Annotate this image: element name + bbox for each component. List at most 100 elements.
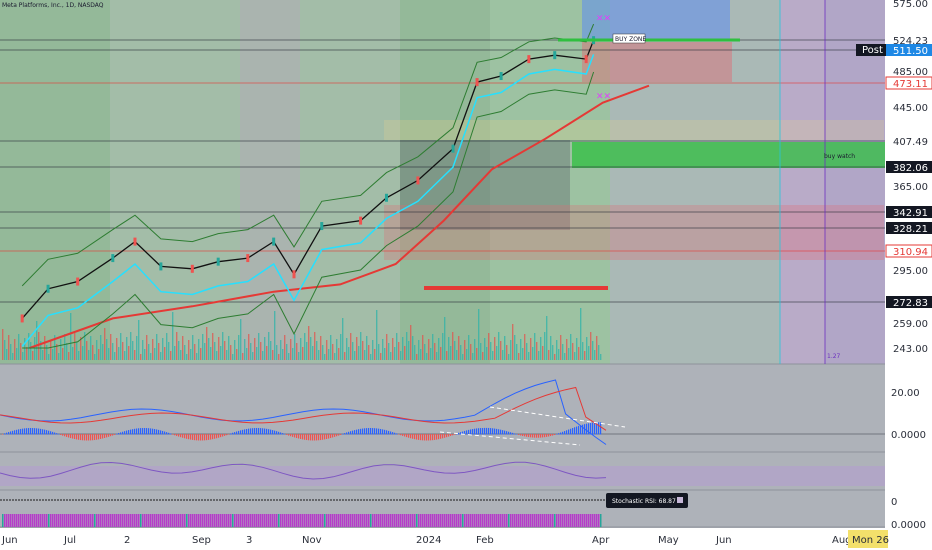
macd-histogram-bar	[390, 431, 392, 435]
stochastic-bar	[90, 514, 92, 527]
stochastic-bar	[200, 514, 202, 527]
volume-bar	[534, 333, 536, 360]
stochastic-bar	[524, 514, 526, 527]
macd-histogram-bar	[472, 429, 474, 435]
volume-bar	[72, 347, 74, 360]
volume-bar	[560, 335, 562, 360]
stochastic-bar	[548, 514, 550, 527]
stochastic-bar	[546, 514, 548, 527]
stochastic-bar	[588, 514, 590, 527]
time-axis[interactable]	[0, 528, 932, 550]
stochastic-bar	[126, 514, 128, 527]
stochastic-bar	[8, 514, 10, 527]
macd-histogram-bar	[128, 430, 130, 435]
stochastic-bar	[220, 514, 222, 527]
volume-bar	[594, 350, 596, 360]
volume-bar	[444, 317, 446, 360]
volume-bar	[250, 343, 252, 360]
volume-bar	[184, 345, 186, 360]
stochastic-bar	[78, 514, 80, 527]
volume-bar	[340, 334, 342, 360]
volume-bar	[320, 336, 322, 360]
volume-bar	[346, 338, 348, 360]
stochastic-bar	[358, 514, 360, 527]
macd-histogram-bar	[524, 434, 526, 437]
stochastic-bar	[332, 514, 334, 527]
volume-bar	[22, 352, 24, 360]
volume-bar	[462, 354, 464, 360]
macd-histogram-bar	[94, 434, 96, 441]
stochastic-bar	[484, 514, 486, 527]
stochastic-bar	[242, 514, 244, 527]
macd-histogram-bar	[308, 434, 310, 441]
stochastic-bar	[270, 514, 272, 527]
volume-bar	[392, 338, 394, 360]
stochastic-bar	[148, 514, 150, 527]
macd-histogram-bar	[580, 425, 582, 435]
volume-bar	[376, 310, 378, 360]
stochastic-bar	[370, 514, 372, 527]
volume-bar	[54, 335, 56, 360]
volume-bar	[8, 335, 10, 360]
macd-histogram-bar	[198, 434, 200, 441]
volume-bar	[102, 344, 104, 360]
level-badge-label: 342.91	[893, 208, 928, 219]
stochastic-bar	[390, 514, 392, 527]
volume-bar	[42, 350, 44, 360]
volume-bar	[532, 347, 534, 360]
background-band	[780, 0, 825, 364]
stochastic-bar	[32, 514, 34, 527]
stochastic-bar	[410, 514, 412, 527]
stochastic-bar	[330, 514, 332, 527]
stochastic-bar	[558, 514, 560, 527]
macd-histogram-bar	[136, 428, 138, 435]
stochastic-bar	[492, 514, 494, 527]
stochastic-bar	[66, 514, 68, 527]
macd-histogram-bar	[84, 434, 86, 441]
volume-bar	[164, 347, 166, 360]
macd-histogram-bar	[402, 434, 404, 436]
macd-histogram-bar	[406, 434, 408, 438]
stochastic-bar	[586, 514, 588, 527]
macd-histogram-bar	[514, 433, 516, 435]
macd-histogram-bar	[10, 431, 12, 435]
volume-bar	[66, 343, 68, 360]
volume-bar	[418, 340, 420, 360]
stochastic-bar	[510, 514, 512, 527]
volume-bar	[112, 343, 114, 360]
macd-line	[0, 379, 607, 445]
stochastic-bar	[516, 514, 518, 527]
macd-histogram-bar	[542, 434, 544, 438]
volume-bar	[226, 350, 228, 360]
stochastic-bar	[156, 514, 158, 527]
volume-bar	[284, 335, 286, 360]
macd-histogram-bar	[214, 434, 216, 439]
stochastic-bar	[572, 514, 574, 527]
macd-histogram-bar	[404, 434, 406, 437]
volume-bar	[84, 332, 86, 360]
stochastic-bar	[478, 514, 480, 527]
volume-bar	[358, 346, 360, 360]
macd-histogram-bar	[64, 434, 66, 437]
price-candle	[246, 254, 250, 263]
volume-bar	[350, 333, 352, 360]
background-band	[0, 0, 110, 364]
volume-bar	[248, 334, 250, 360]
stochastic-bar	[216, 514, 218, 527]
macd-histogram-bar	[506, 431, 508, 435]
volume-bar	[190, 349, 192, 360]
background-band	[825, 0, 885, 364]
macd-histogram-bar	[438, 434, 440, 440]
macd-histogram-bar	[260, 428, 262, 435]
volume-bar	[182, 336, 184, 360]
macd-histogram-bar	[2, 434, 4, 435]
stochastic-bar	[360, 514, 362, 527]
stochastic-bar	[268, 514, 270, 527]
stochastic-bar	[392, 514, 394, 527]
stochastic-bar	[286, 514, 288, 527]
volume-bar	[150, 353, 152, 360]
volume-bar	[528, 352, 530, 360]
volume-bar	[590, 332, 592, 360]
volume-bar	[366, 336, 368, 360]
